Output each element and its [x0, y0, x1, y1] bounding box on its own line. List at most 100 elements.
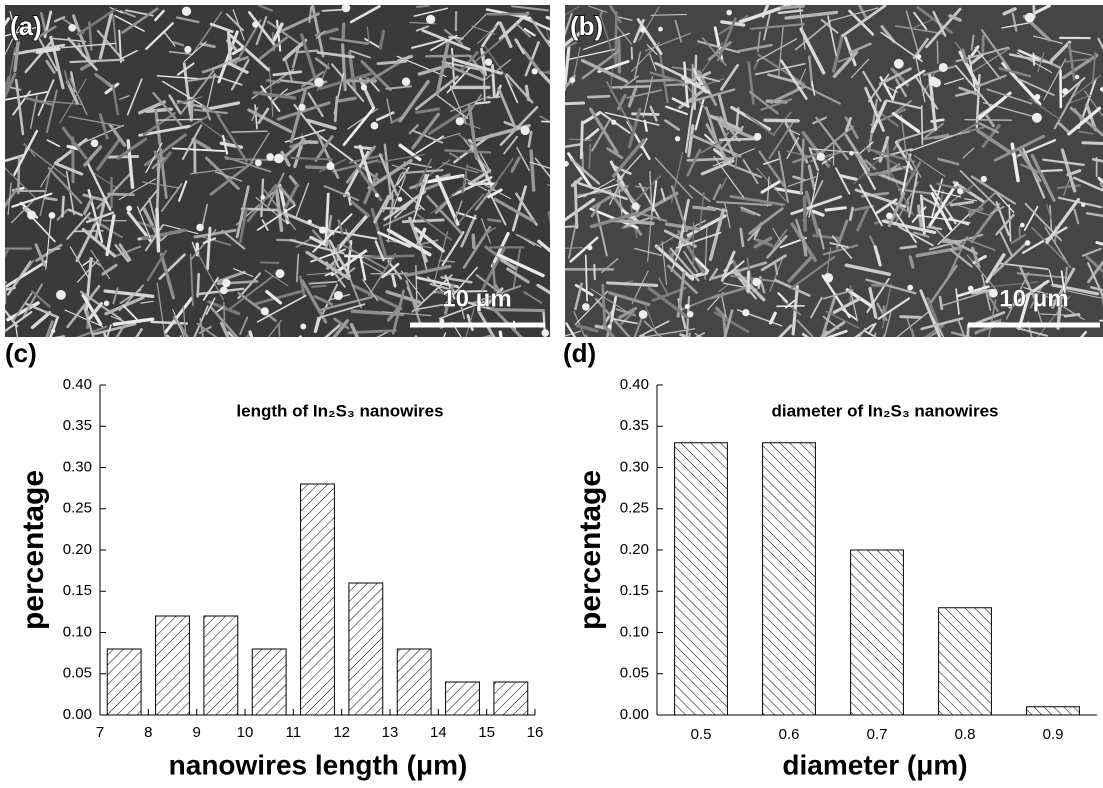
panel-label: (a)	[10, 11, 42, 41]
texture	[752, 278, 761, 287]
x-tick-label: 15	[478, 724, 495, 741]
y-tick-label: 0.10	[620, 623, 649, 640]
y-tick-label: 0.25	[63, 500, 92, 517]
texture	[582, 303, 590, 311]
texture	[823, 273, 833, 283]
texture	[441, 335, 491, 350]
texture	[742, 309, 749, 316]
bar	[107, 649, 141, 715]
texture	[541, 329, 549, 337]
bar	[252, 649, 286, 715]
texture	[426, 15, 435, 24]
texture	[532, 68, 538, 74]
texture	[198, 274, 199, 296]
y-tick-label: 0.40	[620, 376, 649, 393]
texture	[260, 195, 265, 200]
texture	[157, 159, 159, 208]
texture	[616, 13, 617, 68]
texture	[575, 182, 577, 228]
x-tick-label: 12	[333, 724, 350, 741]
texture	[375, 193, 379, 197]
texture	[639, 310, 648, 319]
scale-bar-label: 10 μm	[999, 285, 1068, 312]
bar	[851, 550, 904, 715]
texture	[633, 337, 635, 354]
texture	[1075, 75, 1079, 79]
texture	[817, 153, 825, 161]
texture	[563, 161, 569, 167]
texture	[126, 206, 132, 212]
texture	[1062, 88, 1068, 94]
texture	[0, 282, 6, 287]
texture	[901, 317, 921, 318]
texture	[371, 122, 379, 130]
scale-bar-label: 10 μm	[442, 285, 511, 312]
texture	[1081, 203, 1085, 207]
y-tick-label: 0.30	[620, 458, 649, 475]
texture	[45, 198, 56, 200]
texture	[1025, 13, 1035, 23]
texture	[398, 197, 403, 202]
texture	[167, 336, 195, 359]
x-tick-label: 8	[144, 724, 152, 741]
texture	[275, 269, 284, 278]
texture	[632, 48, 633, 59]
bar	[939, 608, 992, 715]
texture	[224, 303, 225, 324]
texture	[75, 231, 103, 232]
texture	[68, 24, 76, 32]
texture	[588, 96, 609, 97]
y-tick-label: 0.35	[63, 417, 92, 434]
y-tick-label: 0.30	[63, 458, 92, 475]
texture	[589, 145, 590, 169]
texture	[940, 297, 942, 309]
texture	[261, 307, 269, 315]
texture	[640, 27, 646, 33]
x-tick-label: 11	[286, 724, 302, 741]
texture	[932, 78, 941, 87]
texture	[781, 6, 803, 8]
y-tick-label: 0.25	[620, 500, 649, 517]
texture	[521, 126, 530, 135]
texture	[942, 241, 960, 242]
texture	[869, 173, 889, 175]
texture	[220, 287, 228, 295]
x-tick-label: 16	[527, 724, 544, 741]
texture	[485, 58, 492, 65]
y-tick-label: 0.20	[63, 541, 92, 558]
texture	[222, 279, 230, 287]
texture	[104, 301, 110, 307]
texture	[157, 119, 201, 120]
texture	[500, 332, 506, 375]
texture	[675, 136, 680, 141]
texture	[62, 197, 63, 216]
texture	[334, 291, 343, 300]
texture	[307, 219, 311, 223]
texture	[184, 46, 191, 53]
texture	[51, 329, 55, 333]
y-tick-label: 0.10	[63, 623, 92, 640]
x-tick-label: 0.5	[691, 726, 712, 743]
texture	[1020, 223, 1025, 228]
texture	[228, 31, 230, 59]
chart-title: diameter of In₂S₃ nanowires	[771, 401, 998, 420]
texture	[48, 249, 59, 250]
texture	[191, 98, 192, 119]
texture	[720, 139, 755, 140]
texture	[619, 39, 620, 72]
sem-image	[0, 4, 588, 391]
texture	[417, 6, 428, 7]
texture	[274, 154, 284, 164]
texture	[104, 333, 111, 370]
y-tick-label: 0.15	[63, 582, 92, 599]
y-tick-label: 0.40	[63, 376, 92, 393]
texture	[872, 285, 883, 286]
bar	[204, 616, 238, 715]
texture	[291, 158, 332, 159]
bar	[763, 443, 816, 715]
x-axis-label: nanowires length (μm)	[169, 749, 468, 780]
texture	[49, 212, 56, 219]
x-tick-label: 13	[382, 724, 399, 741]
texture	[335, 97, 337, 121]
texture	[765, 120, 798, 121]
